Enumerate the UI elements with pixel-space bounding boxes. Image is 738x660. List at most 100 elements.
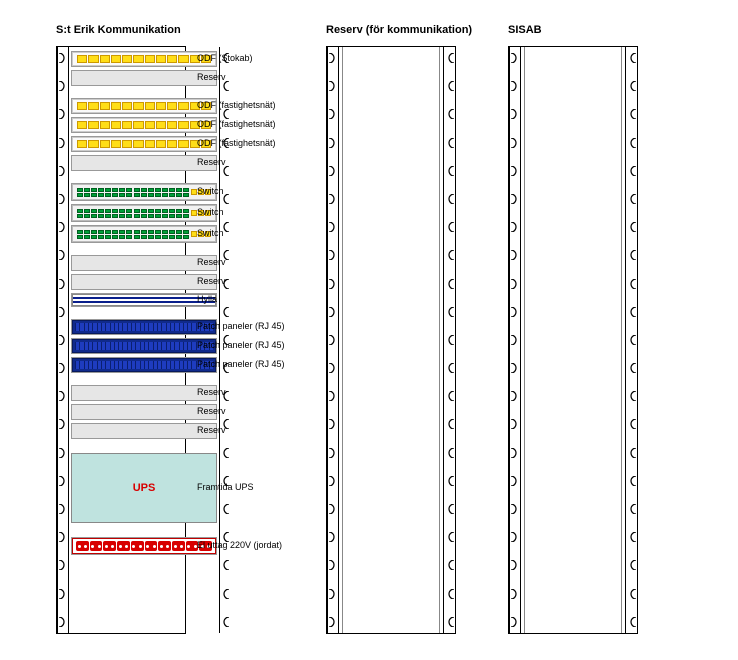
rail-hole	[510, 589, 520, 599]
rail-hole	[627, 194, 637, 204]
blank-panel	[71, 274, 217, 290]
rail-hole	[58, 307, 68, 317]
rail-hole	[627, 504, 637, 514]
unit-label	[197, 88, 285, 94]
rail-hole	[328, 307, 338, 317]
rail-hole	[445, 560, 455, 570]
blank-panel	[71, 423, 217, 439]
rail-hole	[328, 589, 338, 599]
rail-hole	[328, 532, 338, 542]
odf-panel	[71, 98, 217, 114]
rack-rail-right	[443, 47, 455, 633]
shelf-panel	[71, 293, 217, 307]
rail-hole	[328, 222, 338, 232]
rail-hole	[328, 504, 338, 514]
rail-hole	[510, 81, 520, 91]
rail-hole	[58, 279, 68, 289]
rail-hole	[58, 166, 68, 176]
rail-hole	[510, 363, 520, 373]
rail-hole	[510, 391, 520, 401]
rail-hole	[627, 589, 637, 599]
rack-rail-left	[509, 47, 521, 633]
rack-spacer	[71, 526, 217, 534]
rail-hole	[58, 81, 68, 91]
unit-label: Hylla	[197, 292, 285, 306]
rack-label-column: ODF (Stokab)ReservODF (fastighetsnät)ODF…	[197, 46, 285, 554]
rail-hole	[510, 476, 520, 486]
rail-hole	[58, 391, 68, 401]
rail-hole	[328, 448, 338, 458]
rack-rail-left	[327, 47, 339, 633]
rail-hole	[445, 81, 455, 91]
rail-hole	[58, 419, 68, 429]
rail-hole	[445, 166, 455, 176]
rail-hole	[510, 250, 520, 260]
rail-hole	[220, 589, 230, 599]
unit-label: Patch paneler (RJ 45)	[197, 337, 285, 353]
rail-hole	[58, 250, 68, 260]
rail-hole	[510, 335, 520, 345]
rail-hole	[58, 109, 68, 119]
rail-hole	[627, 476, 637, 486]
rail-hole	[445, 138, 455, 148]
rail-hole	[445, 391, 455, 401]
rail-hole	[510, 222, 520, 232]
unit-label	[197, 525, 285, 533]
rail-hole	[58, 617, 68, 627]
rail-hole	[627, 109, 637, 119]
rack-body	[521, 47, 625, 633]
rail-hole	[328, 81, 338, 91]
rail-hole	[627, 53, 637, 63]
rail-hole	[510, 419, 520, 429]
odf-panel	[71, 51, 217, 67]
rail-hole	[445, 250, 455, 260]
rail-hole	[627, 81, 637, 91]
rack	[508, 46, 638, 634]
unit-label: Reserv	[197, 422, 285, 438]
rail-hole	[627, 222, 637, 232]
rail-hole	[510, 560, 520, 570]
blank-panel	[71, 255, 217, 271]
unit-label: Reserv	[197, 254, 285, 270]
rail-hole	[58, 532, 68, 542]
switch-panel	[71, 183, 217, 201]
rail-hole	[328, 138, 338, 148]
ups-text: UPS	[133, 482, 156, 494]
rail-hole	[627, 250, 637, 260]
rail-hole	[58, 222, 68, 232]
rail-hole	[627, 617, 637, 627]
rail-hole	[445, 504, 455, 514]
rack-body	[339, 47, 443, 633]
odf-panel	[71, 117, 217, 133]
unit-label: El uttag 220V (jordat)	[197, 536, 285, 554]
rail-hole	[58, 138, 68, 148]
unit-label	[197, 441, 285, 449]
unit-label: Patch paneler (RJ 45)	[197, 356, 285, 372]
rack-spacer	[71, 442, 217, 450]
unit-label: Reserv	[197, 403, 285, 419]
unit-label	[197, 375, 285, 381]
rail-hole	[445, 448, 455, 458]
rail-hole	[328, 335, 338, 345]
blank-panel	[71, 385, 217, 401]
rail-hole	[58, 504, 68, 514]
odf-panel	[71, 136, 217, 152]
rail-hole	[445, 222, 455, 232]
unit-label: ODF (Stokab)	[197, 50, 285, 66]
rail-hole	[220, 560, 230, 570]
rack-title: Reserv (för kommunikation)	[326, 24, 472, 36]
rail-hole	[510, 504, 520, 514]
rail-hole	[445, 279, 455, 289]
rail-hole	[445, 532, 455, 542]
rail-hole	[58, 194, 68, 204]
rail-hole	[445, 419, 455, 429]
unit-label	[197, 245, 285, 251]
unit-label: Switch	[197, 182, 285, 200]
rack-spacer	[71, 310, 217, 316]
power-strip	[71, 537, 217, 555]
rail-hole	[627, 363, 637, 373]
rail-hole	[328, 53, 338, 63]
patch-panel	[71, 357, 217, 373]
rail-hole	[445, 589, 455, 599]
patch-panel	[71, 338, 217, 354]
